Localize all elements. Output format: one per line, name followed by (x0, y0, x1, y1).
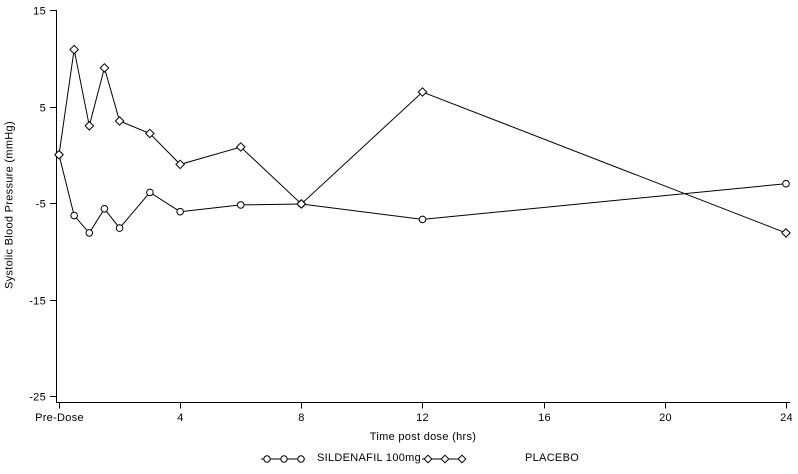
data-point-diamond-marker (781, 228, 791, 238)
data-point-diamond-marker (175, 159, 186, 170)
legend-sildenafil-line-marker-icon (261, 455, 305, 463)
data-point-circle-marker (115, 224, 124, 232)
y-axis-title: Systolic Blood Pressure (mmHg) (3, 121, 16, 289)
x-tick-label: 8 (298, 412, 304, 424)
legend: SILDENAFIL 100mg PLACEBO (0, 448, 798, 472)
x-tick-label: 16 (538, 412, 551, 424)
x-tick-label: 24 (780, 412, 793, 424)
x-tick-label: 4 (177, 412, 183, 424)
data-point-diamond-marker (296, 199, 307, 209)
data-point-circle-marker (70, 211, 78, 220)
x-tick-label: Pre-Dose (35, 412, 84, 424)
chart-plot-area: 15 5 -5 -15 -25 Pre-Dose 4 8 12 16 20 24 (29, 6, 793, 425)
data-point-diamond-marker (114, 116, 125, 126)
data-point-circle-marker (782, 179, 790, 188)
series-line-placebo (58, 49, 787, 234)
data-point-diamond-marker (84, 120, 95, 131)
y-tick-label: 15 (33, 6, 46, 18)
data-point-diamond-marker (417, 87, 428, 97)
data-point-circle-marker (100, 204, 109, 213)
y-tick-label: 5 (40, 103, 46, 115)
y-tick-label: -5 (36, 199, 46, 211)
y-tick-label: -15 (29, 296, 46, 308)
x-axis-title: Time post dose (hrs) (369, 431, 477, 443)
data-point-diamond-marker (144, 128, 155, 139)
data-point-circle-marker (176, 207, 184, 216)
legend-label-sildenafil: SILDENAFIL 100mg (317, 452, 422, 464)
y-tick-label: -25 (29, 392, 46, 404)
legend-label-placebo: PLACEBO (525, 452, 580, 464)
data-point-diamond-marker (235, 142, 246, 152)
data-point-diamond-marker (54, 149, 64, 160)
data-point-circle-marker (146, 188, 154, 197)
data-point-circle-marker (236, 201, 245, 209)
data-point-circle-marker (418, 215, 427, 224)
data-point-diamond-marker (69, 44, 80, 55)
x-tick-label: 20 (659, 412, 672, 424)
x-tick-label: 12 (416, 412, 429, 424)
legend-placebo-line-marker-icon (422, 454, 467, 464)
data-point-circle-marker (85, 229, 94, 237)
data-point-diamond-marker (99, 62, 110, 73)
